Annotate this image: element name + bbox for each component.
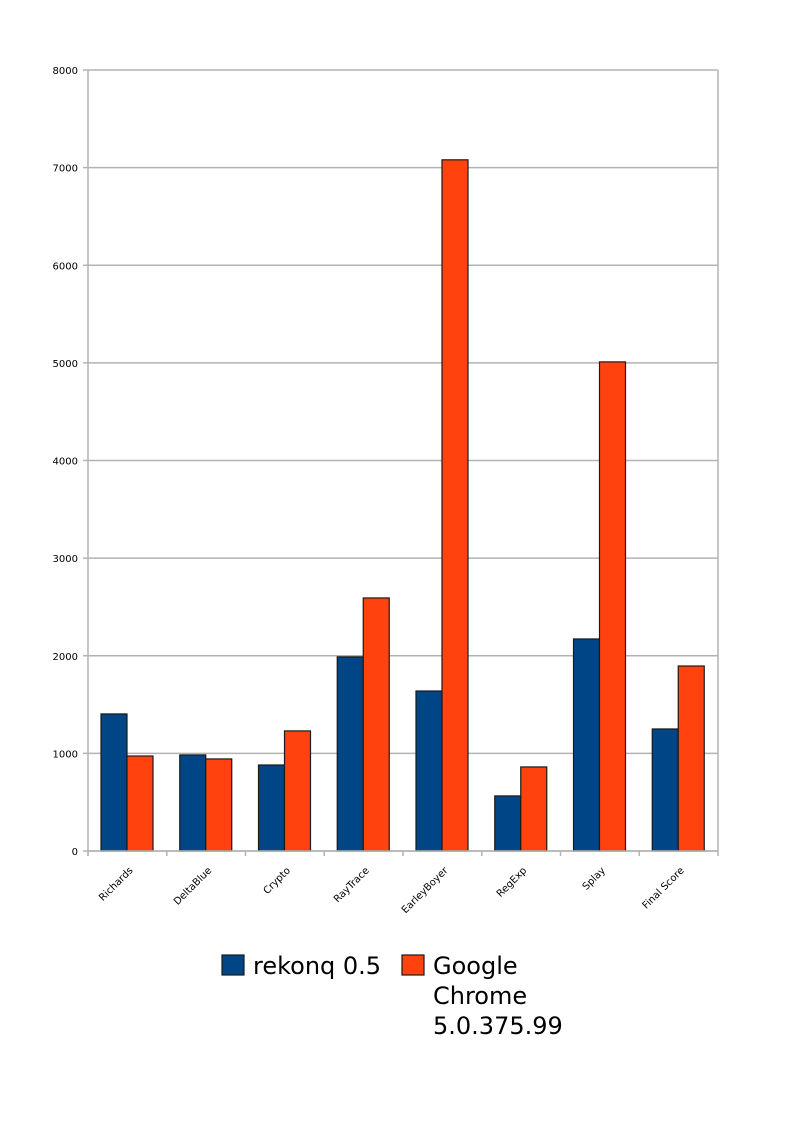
y-tick-label: 2000 bbox=[53, 652, 78, 663]
bar-chrome bbox=[205, 758, 233, 852]
x-tick-label: DeltaBlue bbox=[172, 865, 214, 907]
bar-rekonq bbox=[415, 690, 443, 852]
legend-label: Chrome bbox=[433, 982, 527, 1010]
bar-chrome bbox=[283, 730, 312, 852]
bar-chrome bbox=[520, 766, 548, 852]
x-tick-label: Richards bbox=[97, 865, 135, 903]
bar-chrome bbox=[598, 361, 627, 852]
y-tick-label: 6000 bbox=[53, 261, 78, 272]
y-tick-label: 7000 bbox=[53, 164, 78, 175]
bar-rekonq bbox=[572, 638, 601, 852]
legend-label: Google bbox=[433, 952, 518, 980]
legend-label: 5.0.375.99 bbox=[433, 1012, 563, 1040]
bar-chrome bbox=[362, 597, 390, 852]
bar-rekonq bbox=[100, 713, 128, 852]
y-tick-label: 8000 bbox=[53, 66, 78, 77]
y-tick-label: 1000 bbox=[53, 749, 78, 760]
bar-rekonq bbox=[651, 728, 679, 852]
bar-rekonq bbox=[336, 656, 364, 852]
bar-chrome bbox=[126, 755, 154, 852]
y-tick-label: 4000 bbox=[53, 457, 78, 468]
x-tick-label: Splay bbox=[581, 865, 608, 892]
bar-chrome bbox=[441, 159, 469, 852]
y-tick-label: 5000 bbox=[53, 359, 78, 370]
x-tick-label: Crypto bbox=[262, 865, 293, 896]
x-tick-label: EarleyBoyer bbox=[400, 865, 451, 916]
x-tick-label: RegExp bbox=[495, 865, 529, 899]
y-tick-label: 0 bbox=[72, 847, 78, 858]
y-tick-label: 3000 bbox=[53, 554, 78, 565]
bar-chrome bbox=[677, 665, 705, 852]
x-tick-label: Final Score bbox=[641, 865, 687, 911]
legend-label: rekonq 0.5 bbox=[253, 952, 381, 980]
legend-swatch bbox=[221, 954, 245, 976]
legend-swatch bbox=[401, 954, 425, 976]
x-tick-label: RayTrace bbox=[332, 865, 372, 905]
bar-rekonq bbox=[179, 754, 207, 852]
bar-rekonq bbox=[494, 795, 522, 852]
bar-rekonq bbox=[257, 764, 286, 852]
